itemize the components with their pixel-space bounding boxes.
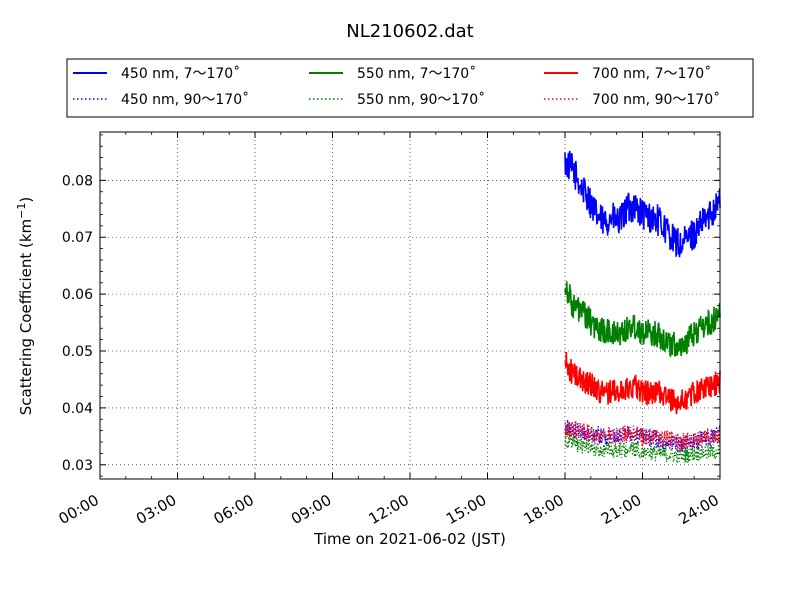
series-line-4 (564, 432, 721, 464)
x-tick-label: 12:00 (366, 491, 412, 528)
y-axis-label-sup: −1 (15, 203, 28, 219)
x-tick-label: 15:00 (443, 491, 489, 528)
series-line-1 (564, 281, 721, 358)
x-tick-label: 24:00 (676, 491, 722, 528)
y-tick-label: 0.03 (62, 458, 93, 474)
y-tick-label: 0.04 (62, 401, 93, 417)
legend-frame (66, 58, 754, 118)
x-tick-label: 18:00 (521, 491, 567, 528)
legend: 450 nm, 7～170˚ 550 nm, 7～170˚ 700 nm, 7～… (66, 58, 754, 118)
grid (99, 132, 721, 479)
plot-frame (99, 131, 721, 480)
series-line-0 (564, 150, 721, 258)
series-line-5 (564, 420, 721, 453)
y-axis-label: Scattering Coefficient (km−1) (15, 197, 35, 416)
series-line-2 (564, 351, 721, 415)
series-layer (564, 150, 721, 464)
legend-label-550-solid: 550 nm, 7～170˚ (357, 65, 476, 82)
y-tick-label: 0.05 (62, 344, 93, 360)
x-axis-label: Time on 2021-06-02 (JST) (313, 530, 506, 548)
legend-label-450-dotted: 450 nm, 90～170˚ (121, 91, 249, 108)
legend-label-450-solid: 450 nm, 7～170˚ (121, 65, 240, 82)
x-tick-label: 21:00 (598, 491, 644, 528)
x-tick-label: 03:00 (133, 491, 179, 528)
y-axis-label-tail: ) (17, 197, 35, 203)
x-tick-label: 09:00 (288, 491, 334, 528)
plot-area (100, 132, 720, 479)
legend-label-700-solid: 700 nm, 7～170˚ (592, 65, 711, 82)
y-axis-label-main: Scattering Coefficient (km (17, 219, 35, 415)
legend-label-700-dotted: 700 nm, 90～170˚ (592, 91, 720, 108)
y-tick-label: 0.08 (62, 173, 93, 189)
y-tick-label: 0.06 (62, 287, 93, 303)
x-tick-label: 00:00 (56, 491, 102, 528)
x-tick-label: 06:00 (211, 491, 257, 528)
chart-title: NL210602.dat (346, 21, 473, 42)
legend-label-550-dotted: 550 nm, 90～170˚ (357, 91, 485, 108)
y-tick-label: 0.07 (62, 230, 93, 246)
